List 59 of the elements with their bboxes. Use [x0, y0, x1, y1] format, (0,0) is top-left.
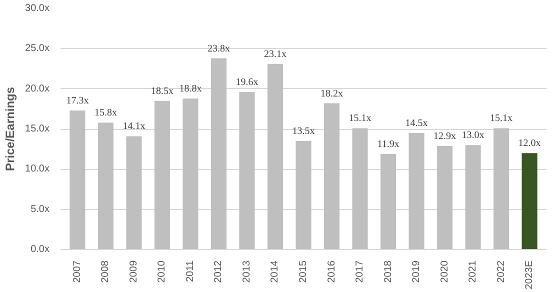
data-label: 12.9x: [434, 130, 456, 142]
y-tick-label: 0.0x: [30, 244, 50, 255]
data-label: 19.6x: [236, 77, 258, 88]
bar: [352, 128, 368, 250]
data-label: 11.9x: [377, 138, 400, 150]
y-tick-label: 10.0x: [25, 164, 50, 175]
bar: [267, 64, 284, 250]
x-tick-label: 2007: [72, 260, 83, 283]
x-tick-label: 2009: [128, 260, 140, 283]
data-label: 15.1x: [348, 113, 372, 124]
data-label: 14.5x: [405, 118, 428, 130]
bar: [182, 98, 198, 250]
x-tick-label: 2014: [270, 260, 281, 283]
data-label: 15.8x: [94, 108, 117, 119]
x-tick-label: 2015: [298, 260, 309, 283]
data-label: 13.5x: [292, 126, 315, 138]
bar: [210, 58, 227, 250]
bar: [154, 100, 170, 250]
data-label: 18.5x: [150, 86, 174, 97]
x-tick-label: 2016: [326, 260, 338, 283]
data-label: 23.8x: [207, 43, 230, 54]
x-tick-label: 2012: [213, 260, 224, 283]
y-tick-label: 5.0x: [30, 204, 50, 215]
bar: [437, 146, 453, 250]
x-tick-label: 2021: [468, 260, 479, 283]
x-tick-label: 2019: [411, 260, 422, 283]
x-tick-label: 2022: [496, 260, 507, 283]
bar: [296, 141, 312, 250]
x-tick-label: 2020: [439, 260, 450, 283]
y-tick-label: 15.0x: [25, 124, 50, 134]
data-label: 18.2x: [320, 88, 344, 100]
data-label: 13.0x: [462, 130, 484, 142]
data-label: 23.1x: [264, 48, 286, 60]
y-tick-label: 30.0x: [25, 3, 50, 14]
x-tick-label: 2010: [156, 260, 168, 283]
data-label: 18.8x: [179, 83, 202, 94]
data-label: 14.1x: [122, 121, 146, 132]
data-label: 12.0x: [518, 138, 541, 150]
x-tick-label: 2011: [184, 260, 196, 282]
bar: [239, 92, 255, 250]
bar: [70, 110, 86, 250]
bar: [465, 145, 481, 250]
y-axis-title: Price/Earnings: [3, 86, 18, 172]
bar: [522, 153, 538, 250]
x-tick-label: 2018: [382, 260, 394, 283]
bar: [126, 136, 142, 250]
x-tick-label: 2013: [241, 260, 252, 283]
data-label: 17.3x: [66, 96, 89, 107]
x-tick-label: 2017: [354, 260, 366, 283]
bar: [494, 128, 510, 250]
x-tick-label: 2023E: [524, 260, 536, 290]
bar: [98, 122, 114, 250]
data-label: 15.1x: [490, 113, 513, 124]
y-tick-label: 20.0x: [25, 83, 50, 94]
bar: [324, 103, 340, 250]
x-tick-label: 2008: [100, 260, 112, 283]
y-tick-label: 25.0x: [25, 43, 50, 54]
bar: [380, 154, 396, 250]
bar: [408, 133, 424, 250]
